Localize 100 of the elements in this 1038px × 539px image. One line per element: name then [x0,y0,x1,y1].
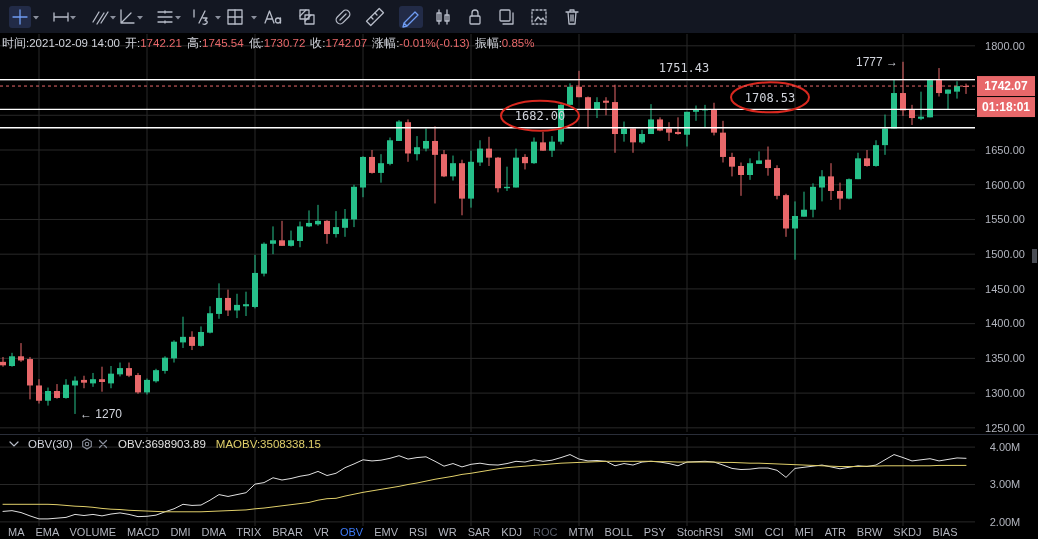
annotation: BRW [856,526,883,538]
annotation: WR [438,526,457,538]
candlestick [36,378,42,405]
y-tick-label: 1300.00 [985,386,1025,399]
candlestick [864,149,870,168]
candlestick [225,289,231,317]
candlestick [18,342,24,363]
annotation: TRIX [236,526,262,538]
y-tick-label: 1250.00 [985,421,1025,434]
annotation: MFI [794,526,814,538]
candlestick [279,220,285,247]
candlestick [684,111,690,148]
annotation: 涨幅:-0.01%(-0.13) [372,37,470,49]
y-tick-label: 1600.00 [985,178,1025,191]
ref-line-label: 1742.07 [984,79,1029,94]
annotation: DMI [170,526,191,538]
annotation: 时间:2021-02-09 14:00 [2,37,120,49]
candlestick [432,125,438,204]
text: MAOBV:3508338.15 [215,438,321,451]
annotation: RSI [409,526,428,538]
y-tick-label: 2.00M [989,515,1021,528]
candlestick [810,182,816,218]
candlestick [387,136,393,166]
candlestick [324,219,330,245]
annotation: SAR [467,526,491,538]
candlestick [216,282,222,320]
candlestick [99,366,105,393]
candlestick [918,91,924,121]
annotation: MA [8,526,26,538]
y-tick-label: 1450.00 [985,282,1025,295]
candlestick [666,121,672,142]
candlestick [342,208,348,238]
candlestick [234,293,240,319]
candlestick [603,96,609,116]
candlestick [477,139,483,167]
chart-title: OBV(30) [28,438,73,451]
candlestick [486,136,492,167]
candlestick [630,127,636,154]
candlestick [882,114,888,156]
candlestick [288,230,294,248]
annotation: ← 1270 [80,407,123,422]
candlestick [621,121,627,143]
candlestick [63,378,69,400]
candlestick [378,153,384,184]
ref-line-label: 1751.43 [658,60,710,75]
candlestick [297,221,303,248]
candlestick [270,225,276,255]
candlestick [585,96,591,129]
candlestick [117,362,123,377]
candlestick [792,200,798,261]
candlestick [954,80,960,100]
candlestick [648,103,654,135]
annotation: 1777 → [855,54,898,69]
candlestick [756,150,762,165]
candlestick [243,291,249,317]
annotation: 高:1745.54 [186,36,245,49]
annotation: BOLL [604,526,633,538]
candlestick [855,152,861,180]
annotation: SKDJ [893,526,922,538]
annotation: EMA [35,526,60,538]
annotation: VOLUME [69,526,116,538]
annotation: EMV [374,526,399,538]
y-tick-label: 1500.00 [985,248,1025,261]
candlestick [81,375,87,389]
candlestick [837,182,843,211]
candlestick [396,119,402,142]
annotation: 开:1742.21 [125,37,182,49]
candlestick [801,191,807,218]
candlestick [819,169,825,202]
annotation: MTM [568,526,594,538]
candlestick [450,155,456,182]
candlestick [198,325,204,348]
candlestick [531,136,537,165]
candlestick [54,383,60,400]
y-tick-label: 1650.00 [985,143,1025,156]
y-tick-label: 3.00M [989,478,1021,491]
candlestick [180,316,186,349]
annotation: KDJ [501,526,523,538]
ref-line-label: 1708.53 [744,90,796,105]
candlestick [567,82,573,106]
candlestick [135,372,141,395]
annotation: ROC [533,526,558,538]
annotation: BRAR [272,526,303,538]
candlestick [675,116,681,136]
text: OBV:3698903.89 [118,438,206,451]
candlestick [441,149,447,178]
candlestick [108,365,114,389]
candlestick [369,149,375,175]
annotation: 低:1730.72 [248,37,306,49]
annotation: ATR [824,526,846,538]
annotation: 收:1742.07 [310,37,368,49]
line-series [2,460,967,513]
candlestick [189,330,195,351]
y-tick-label: 4.00M [989,440,1021,453]
candlestick [909,104,915,126]
candlestick [333,210,339,239]
line-series [2,454,967,520]
annotation: SMI [734,526,754,538]
candlestick [207,305,213,334]
candlestick [738,162,744,197]
